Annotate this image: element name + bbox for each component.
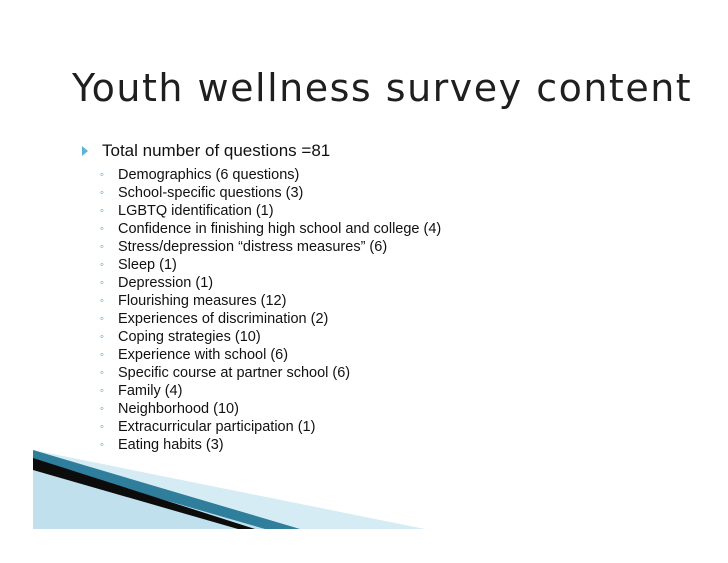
sub-bullet-text: Flourishing measures (12) bbox=[118, 293, 287, 309]
main-bullet-item: Total number of questions =81 bbox=[80, 140, 680, 162]
sub-bullet-text: Experience with school (6) bbox=[118, 347, 289, 363]
sub-bullet-item: ◦ Experiences of discrimination (2) bbox=[80, 310, 680, 328]
sub-bullet-text: Coping strategies (10) bbox=[118, 329, 261, 345]
sub-bullet-text: Eating habits (3) bbox=[118, 437, 224, 453]
sub-bullet-text: Extracurricular participation (1) bbox=[118, 419, 316, 435]
sub-bullet-text: Confidence in finishing high school and … bbox=[118, 221, 442, 237]
sub-bullet-item: ◦ LGBTQ identification (1) bbox=[80, 202, 680, 220]
sub-bullet-text: Stress/depression “distress measures” (6… bbox=[118, 239, 388, 255]
triangle-right-icon bbox=[82, 146, 88, 156]
sub-bullet-text: School-specific questions (3) bbox=[118, 185, 304, 201]
hollow-circle-icon: ◦ bbox=[100, 439, 104, 451]
sub-bullet-item: ◦ Demographics (6 questions) bbox=[80, 166, 680, 184]
main-bullet-text: Total number of questions =81 bbox=[102, 141, 331, 160]
hollow-circle-icon: ◦ bbox=[100, 349, 104, 361]
sub-bullet-text: Demographics (6 questions) bbox=[118, 167, 300, 183]
bullet-list: Total number of questions =81 ◦ Demograph… bbox=[80, 140, 680, 454]
hollow-circle-icon: ◦ bbox=[100, 187, 104, 199]
hollow-circle-icon: ◦ bbox=[100, 313, 104, 325]
sub-bullet-item: ◦ Neighborhood (10) bbox=[80, 400, 680, 418]
hollow-circle-icon: ◦ bbox=[100, 241, 104, 253]
sub-bullet-item: ◦ Confidence in finishing high school and… bbox=[80, 220, 680, 238]
sub-bullet-item: ◦ Stress/depression “distress measures” (… bbox=[80, 238, 680, 256]
sub-bullet-text: Depression (1) bbox=[118, 275, 214, 291]
sub-bullet-item: ◦ Sleep (1) bbox=[80, 256, 680, 274]
hollow-circle-icon: ◦ bbox=[100, 367, 104, 379]
hollow-circle-icon: ◦ bbox=[100, 169, 104, 181]
sub-bullet-item: ◦ Extracurricular participation (1) bbox=[80, 418, 680, 436]
sub-bullet-item: ◦ Eating habits (3) bbox=[80, 436, 680, 454]
sub-bullet-item: ◦ School-specific questions (3) bbox=[80, 184, 680, 202]
hollow-circle-icon: ◦ bbox=[100, 295, 104, 307]
sub-bullet-item: ◦ Flourishing measures (12) bbox=[80, 292, 680, 310]
sub-bullet-list: ◦ Demographics (6 questions) ◦ School-spec… bbox=[80, 166, 680, 454]
hollow-circle-icon: ◦ bbox=[100, 259, 104, 271]
hollow-circle-icon: ◦ bbox=[100, 205, 104, 217]
sub-bullet-text: Family (4) bbox=[118, 383, 183, 399]
sub-bullet-text: Neighborhood (10) bbox=[118, 401, 239, 417]
sub-bullet-text: Specific course at partner school (6) bbox=[118, 365, 351, 381]
sub-bullet-item: ◦ Depression (1) bbox=[80, 274, 680, 292]
hollow-circle-icon: ◦ bbox=[100, 385, 104, 397]
sub-bullet-text: LGBTQ identification (1) bbox=[118, 203, 274, 219]
hollow-circle-icon: ◦ bbox=[100, 421, 104, 433]
slide-title: Youth wellness survey content bbox=[72, 66, 693, 110]
hollow-circle-icon: ◦ bbox=[100, 223, 104, 235]
hollow-circle-icon: ◦ bbox=[100, 277, 104, 289]
sub-bullet-item: ◦ Coping strategies (10) bbox=[80, 328, 680, 346]
hollow-circle-icon: ◦ bbox=[100, 403, 104, 415]
hollow-circle-icon: ◦ bbox=[100, 331, 104, 343]
sub-bullet-item: ◦ Specific course at partner school (6) bbox=[80, 364, 680, 382]
swoosh-dark-band bbox=[33, 458, 255, 529]
sub-bullet-text: Experiences of discrimination (2) bbox=[118, 311, 329, 327]
sub-bullet-item: ◦ Experience with school (6) bbox=[80, 346, 680, 364]
sub-bullet-item: ◦ Family (4) bbox=[80, 382, 680, 400]
sub-bullet-text: Sleep (1) bbox=[118, 257, 177, 273]
